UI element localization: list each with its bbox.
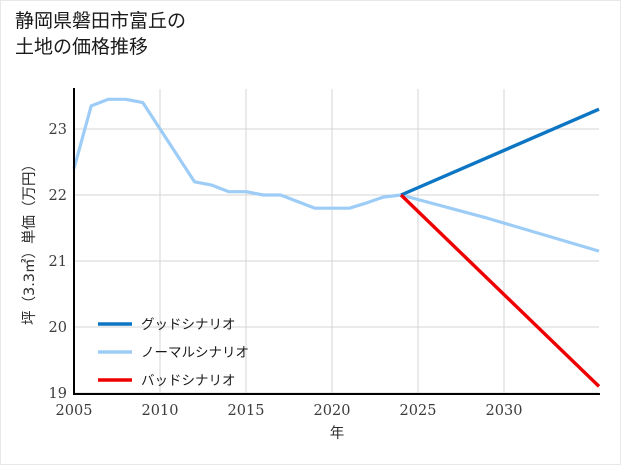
- y-axis-title: 坪（3.3㎡）単価（万円）: [21, 157, 38, 325]
- legend-item-bad[interactable]: バッドシナリオ: [98, 373, 236, 389]
- grid-vertical: [73, 89, 505, 393]
- y-tick-label: 22: [49, 188, 67, 204]
- y-tick-labels: 19 20 21 22 23: [49, 122, 67, 402]
- x-tick-label: 2005: [56, 403, 93, 419]
- series-bad-scenario: [399, 193, 601, 388]
- legend-label-good: グッドシナリオ: [141, 317, 236, 333]
- legend-label-bad: バッドシナリオ: [141, 373, 236, 389]
- x-tick-label: 2030: [486, 403, 523, 419]
- x-tick-labels: 2005 2010 2015 2020 2025 2030: [56, 403, 523, 419]
- x-axis-title: 年: [330, 425, 345, 442]
- y-tick-label: 19: [49, 386, 67, 402]
- page-title: 静岡県磐田市富丘の 土地の価格推移: [15, 10, 187, 58]
- legend-item-good[interactable]: グッドシナリオ: [98, 317, 236, 333]
- x-tick-label: 2015: [228, 403, 265, 419]
- y-tick-label: 23: [49, 122, 67, 138]
- legend-label-normal: ノーマルシナリオ: [141, 345, 249, 361]
- y-tick-label: 21: [49, 254, 67, 270]
- legend-item-normal[interactable]: ノーマルシナリオ: [98, 345, 249, 361]
- x-tick-label: 2025: [400, 403, 437, 419]
- series-good-scenario: [400, 107, 600, 197]
- y-tick-label: 20: [49, 320, 67, 336]
- chart-legend: グッドシナリオ ノーマルシナリオ バッドシナリオ: [98, 317, 249, 389]
- x-tick-label: 2010: [142, 403, 179, 419]
- series-normal-scenario: [72, 97, 600, 253]
- x-tick-label: 2020: [314, 403, 351, 419]
